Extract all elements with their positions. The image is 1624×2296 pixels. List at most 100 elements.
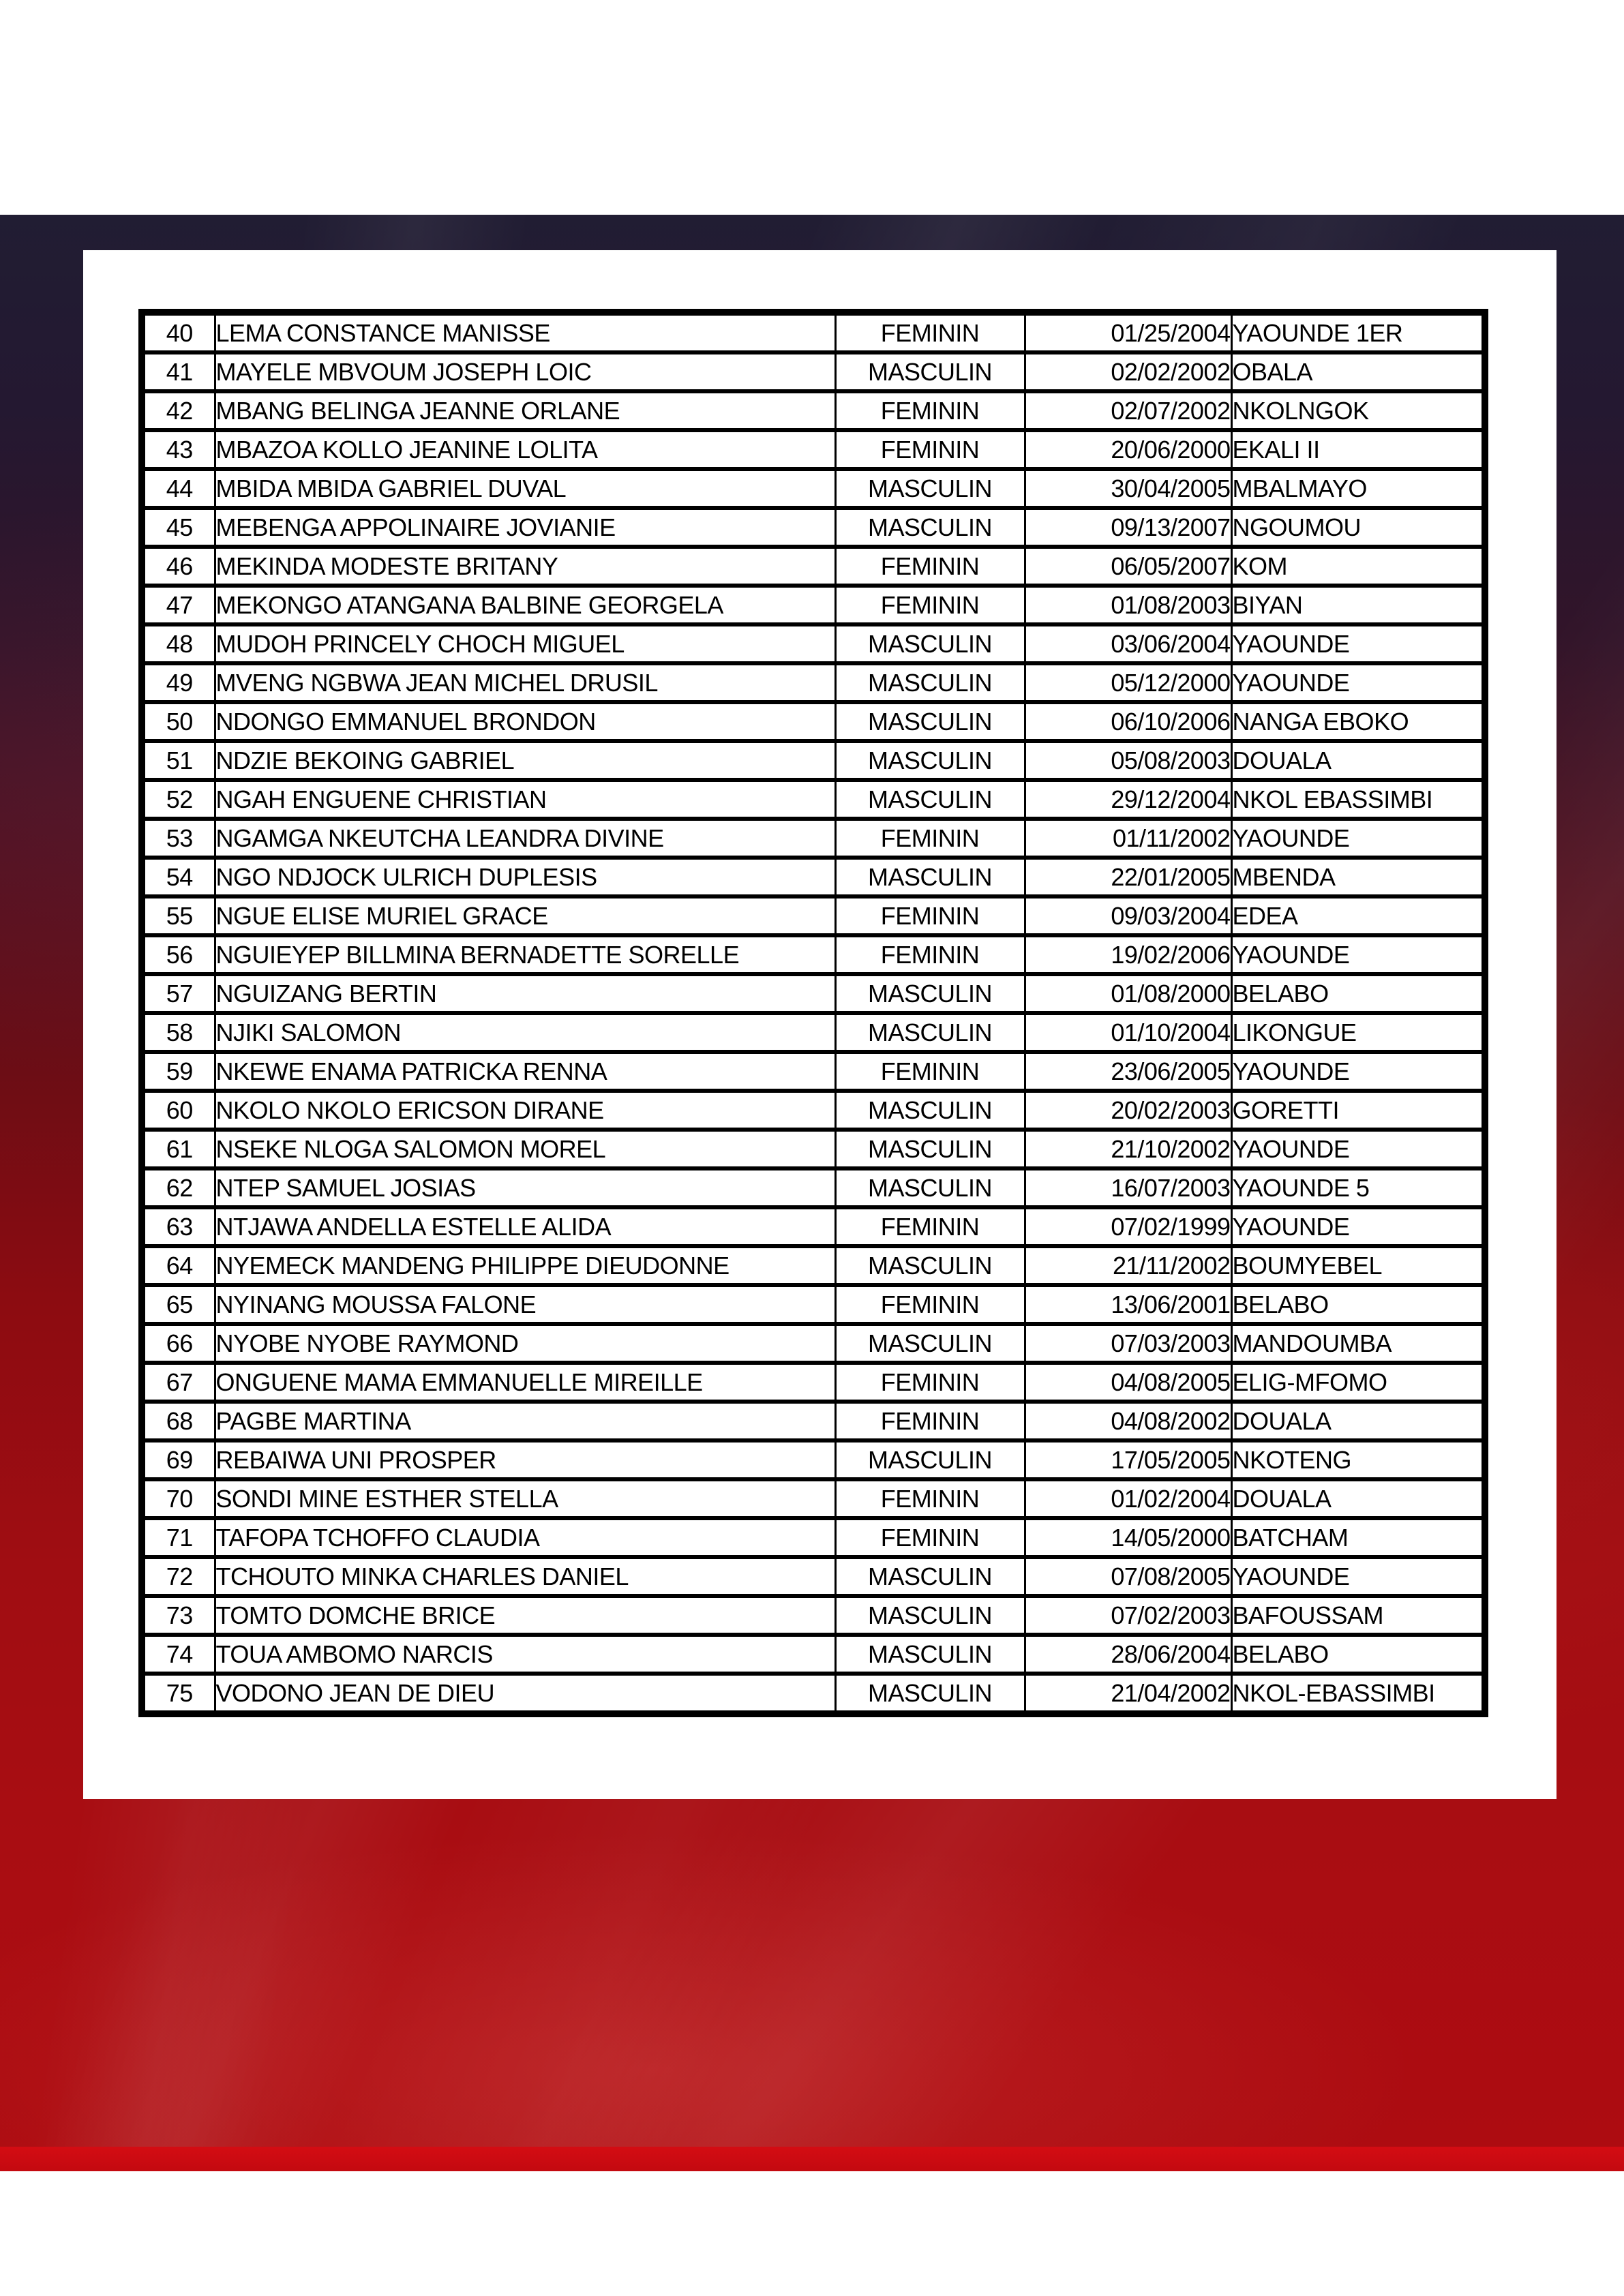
cell-name: NGAMGA NKEUTCHA LEANDRA DIVINE [213,817,837,860]
cell-gender: FEMININ [834,1283,1026,1326]
table-row: 72 TCHOUTO MINKA CHARLES DANIEL MASCULIN 07… [140,1555,1486,1598]
cell-gender: MASCULIN [834,1322,1026,1365]
cell-place: BELABO [1230,1283,1486,1326]
document-page: 40 LEMA CONSTANCE MANISSE FEMININ 01/25/200… [83,250,1557,1799]
cell-gender: MASCULIN [834,622,1026,665]
cell-place: ELIG-MFOMO [1230,1361,1486,1404]
cell-name: NGAH ENGUENE CHRISTIAN [213,778,837,821]
cell-birth_date: 07/03/2003 [1023,1322,1233,1365]
cell-number: 54 [140,856,216,898]
cell-name: NDONGO EMMANUEL BRONDON [213,700,837,743]
cell-name: NDZIE BEKOING GABRIEL [213,739,837,782]
cell-gender: MASCULIN [834,1166,1026,1209]
table-row: 45 MEBENGA APPOLINAIRE JOVIANIE MASCULIN 09… [140,506,1486,549]
cell-name: LEMA CONSTANCE MANISSE [213,310,837,354]
cell-number: 61 [140,1128,216,1170]
table-row: 69 REBAIWA UNI PROSPER MASCULIN 17/05/2005 N… [140,1438,1486,1481]
cell-name: MBANG BELINGA JEANNE ORLANE [213,389,837,432]
cell-name: NYEMECK MANDENG PHILIPPE DIEUDONNE [213,1244,837,1287]
cell-place: YAOUNDE [1230,661,1486,704]
table-row: 68 PAGBE MARTINA FEMININ 04/08/2002 DOUALA [140,1400,1486,1442]
cell-birth_date: 01/10/2004 [1023,1011,1233,1054]
cell-name: NGUIEYEP BILLMINA BERNADETTE SORELLE [213,933,837,976]
cell-number: 47 [140,584,216,626]
cell-number: 59 [140,1050,216,1093]
table-row: 47 MEKONGO ATANGANA BALBINE GEORGELA FEMIN… [140,584,1486,626]
cell-name: NYINANG MOUSSA FALONE [213,1283,837,1326]
cell-place: YAOUNDE 1ER [1230,310,1486,354]
table-row: 48 MUDOH PRINCELY CHOCH MIGUEL MASCULIN 03/… [140,622,1486,665]
table-row: 57 NGUIZANG BERTIN MASCULIN 01/08/2000 BELAB… [140,972,1486,1015]
cell-number: 44 [140,467,216,510]
cell-birth_date: 28/06/2004 [1023,1633,1233,1676]
cell-birth_date: 03/06/2004 [1023,622,1233,665]
cell-number: 73 [140,1594,216,1637]
table-row: 40 LEMA CONSTANCE MANISSE FEMININ 01/25/200… [140,310,1486,354]
cell-gender: FEMININ [834,894,1026,937]
cell-gender: MASCULIN [834,1089,1026,1132]
cell-number: 67 [140,1361,216,1404]
cell-number: 45 [140,506,216,549]
cell-place: BOUMYEBEL [1230,1244,1486,1287]
table-row: 67 ONGUENE MAMA EMMANUELLE MIREILLE FEMINI… [140,1361,1486,1404]
cell-gender: MASCULIN [834,1011,1026,1054]
cell-number: 71 [140,1516,216,1559]
cell-name: TCHOUTO MINKA CHARLES DANIEL [213,1555,837,1598]
table-row: 46 MEKINDA MODESTE BRITANY FEMININ 06/05/20… [140,545,1486,588]
cell-birth_date: 07/08/2005 [1023,1555,1233,1598]
cell-number: 66 [140,1322,216,1365]
table-row: 50 NDONGO EMMANUEL BRONDON MASCULIN 06/10/2… [140,700,1486,743]
cell-gender: FEMININ [834,310,1026,354]
cell-number: 69 [140,1438,216,1481]
cell-place: NKOLNGOK [1230,389,1486,432]
cell-place: NANGA EBOKO [1230,700,1486,743]
cell-birth_date: 02/02/2002 [1023,350,1233,393]
cell-number: 49 [140,661,216,704]
cell-place: NKOTENG [1230,1438,1486,1481]
table-row: 53 NGAMGA NKEUTCHA LEANDRA DIVINE FEMININ 0… [140,817,1486,860]
cell-name: ONGUENE MAMA EMMANUELLE MIREILLE [213,1361,837,1404]
cell-place: NGOUMOU [1230,506,1486,549]
cell-place: YAOUNDE [1230,933,1486,976]
cell-birth_date: 09/03/2004 [1023,894,1233,937]
cell-name: TAFOPA TCHOFFO CLAUDIA [213,1516,837,1559]
cell-name: MBIDA MBIDA GABRIEL DUVAL [213,467,837,510]
cell-gender: MASCULIN [834,661,1026,704]
cell-name: NSEKE NLOGA SALOMON MOREL [213,1128,837,1170]
table-row: 73 TOMTO DOMCHE BRICE MASCULIN 07/02/2003 BA… [140,1594,1486,1637]
cell-gender: MASCULIN [834,778,1026,821]
table-row: 71 TAFOPA TCHOFFO CLAUDIA FEMININ 14/05/200… [140,1516,1486,1559]
cell-birth_date: 06/05/2007 [1023,545,1233,588]
roster-table-body: 40 LEMA CONSTANCE MANISSE FEMININ 01/25/200… [140,310,1486,1716]
cell-gender: FEMININ [834,1361,1026,1404]
cell-number: 46 [140,545,216,588]
cell-number: 62 [140,1166,216,1209]
cell-place: NKOL-EBASSIMBI [1230,1672,1486,1716]
cell-number: 65 [140,1283,216,1326]
cell-number: 72 [140,1555,216,1598]
cell-number: 48 [140,622,216,665]
cell-name: TOMTO DOMCHE BRICE [213,1594,837,1637]
cell-name: MEBENGA APPOLINAIRE JOVIANIE [213,506,837,549]
cell-gender: MASCULIN [834,1672,1026,1716]
cell-birth_date: 21/04/2002 [1023,1672,1233,1716]
cell-place: BAFOUSSAM [1230,1594,1486,1637]
cell-name: NYOBE NYOBE RAYMOND [213,1322,837,1365]
cell-gender: FEMININ [834,817,1026,860]
cell-gender: MASCULIN [834,972,1026,1015]
cell-birth_date: 02/07/2002 [1023,389,1233,432]
cell-gender: FEMININ [834,584,1026,626]
cell-birth_date: 22/01/2005 [1023,856,1233,898]
cell-birth_date: 14/05/2000 [1023,1516,1233,1559]
cell-name: SONDI MINE ESTHER STELLA [213,1477,837,1520]
cell-place: BIYAN [1230,584,1486,626]
cell-name: MBAZOA KOLLO JEANINE LOLITA [213,428,837,471]
cell-number: 64 [140,1244,216,1287]
cell-place: DOUALA [1230,1477,1486,1520]
cell-gender: MASCULIN [834,350,1026,393]
cell-place: EKALI II [1230,428,1486,471]
table-row: 66 NYOBE NYOBE RAYMOND MASCULIN 07/03/2003 M… [140,1322,1486,1365]
cell-name: MAYELE MBVOUM JOSEPH LOIC [213,350,837,393]
table-row: 58 NJIKI SALOMON MASCULIN 01/10/2004 LIKONGU… [140,1011,1486,1054]
